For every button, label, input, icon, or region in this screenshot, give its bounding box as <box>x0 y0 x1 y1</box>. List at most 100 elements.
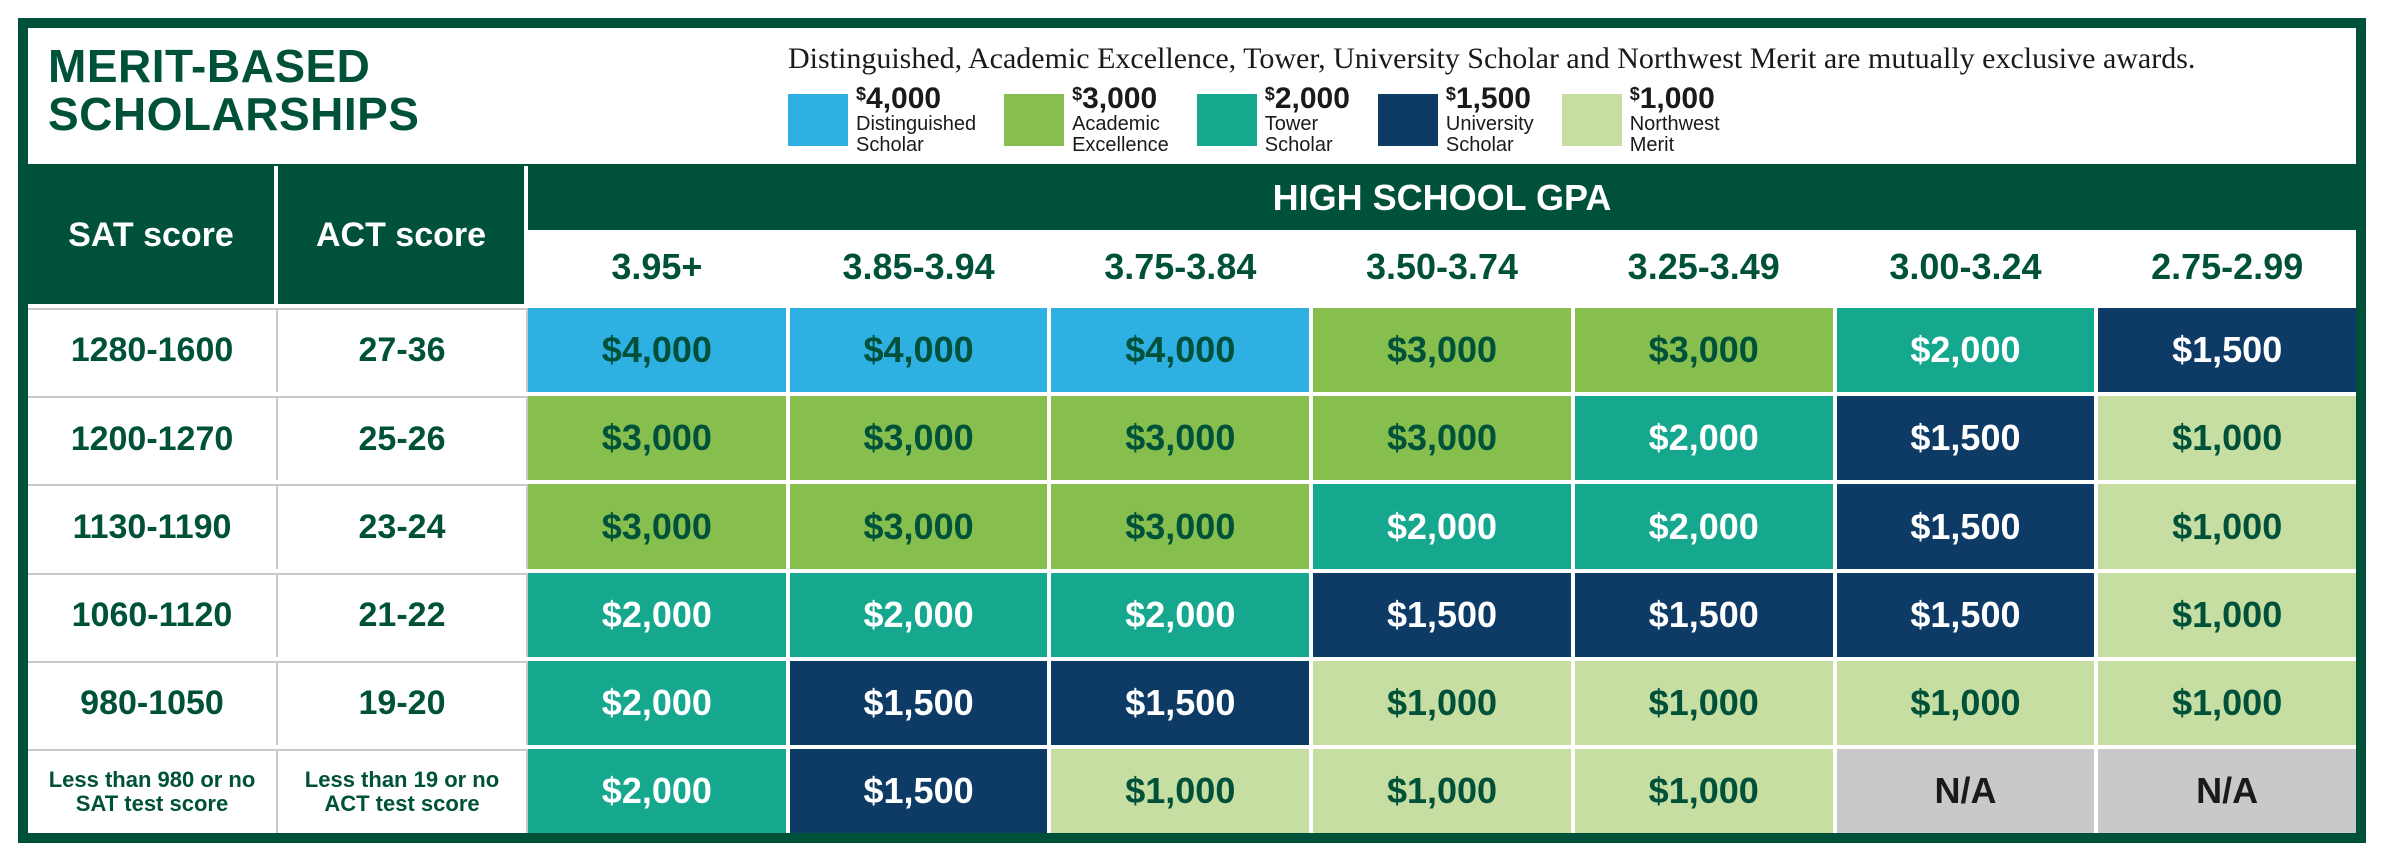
legend-amount: $2,000 <box>1265 84 1350 114</box>
legend-item: $4,000DistinguishedScholar <box>788 84 976 156</box>
legend-text: $2,000TowerScholar <box>1265 84 1350 156</box>
award-cell: $3,000 <box>528 484 790 568</box>
legend-text: $3,000AcademicExcellence <box>1072 84 1169 156</box>
award-cell: N/A <box>1837 749 2099 833</box>
award-cell: $3,000 <box>1313 396 1575 480</box>
award-cell: $1,000 <box>1313 661 1575 745</box>
legend-swatch <box>788 94 848 146</box>
gpa-range-header: 3.25-3.49 <box>1575 230 1837 304</box>
legend-amount: $4,000 <box>856 84 976 114</box>
act-cell: 23-24 <box>278 484 528 568</box>
award-cell: $1,000 <box>1575 749 1837 833</box>
legend-text: $1,000NorthwestMerit <box>1630 84 1720 156</box>
legend: Distinguished, Academic Excellence, Towe… <box>788 42 2336 156</box>
legend-name: DistinguishedScholar <box>856 114 976 156</box>
award-cell: $2,000 <box>1313 484 1575 568</box>
sat-cell: 980-1050 <box>28 661 278 745</box>
legend-name: UniversityScholar <box>1446 114 1534 156</box>
gpa-range-header: 3.00-3.24 <box>1837 230 2099 304</box>
award-cell: $3,000 <box>1051 396 1313 480</box>
award-cell: $2,000 <box>528 749 790 833</box>
gpa-range-header: 3.50-3.74 <box>1313 230 1575 304</box>
sat-cell: 1200-1270 <box>28 396 278 480</box>
legend-text: $4,000DistinguishedScholar <box>856 84 976 156</box>
scholarship-chart: MERIT-BASEDSCHOLARSHIPS Distinguished, A… <box>18 18 2366 843</box>
award-cell: $2,000 <box>1575 396 1837 480</box>
gpa-header: HIGH SCHOOL GPA <box>528 166 2356 230</box>
legend-swatch <box>1378 94 1438 146</box>
award-cell: $1,500 <box>790 661 1052 745</box>
sat-cell: 1060-1120 <box>28 573 278 657</box>
act-cell: 27-36 <box>278 308 528 392</box>
award-cell: $1,000 <box>1051 749 1313 833</box>
award-cell: $3,000 <box>1051 484 1313 568</box>
scholarship-table: SAT score ACT score HIGH SCHOOL GPA 3.95… <box>28 164 2356 833</box>
table-row: 1060-112021-22$2,000$2,000$2,000$1,500$1… <box>28 569 2356 657</box>
legend-name: NorthwestMerit <box>1630 114 1720 156</box>
gpa-range-header: 3.75-3.84 <box>1051 230 1313 304</box>
legend-item: $3,000AcademicExcellence <box>1004 84 1169 156</box>
award-cell: $2,000 <box>1837 308 2099 392</box>
legend-swatch <box>1197 94 1257 146</box>
legend-note: Distinguished, Academic Excellence, Towe… <box>788 42 2336 76</box>
award-cell: $3,000 <box>790 484 1052 568</box>
award-cell: $1,000 <box>1313 749 1575 833</box>
act-cell: 21-22 <box>278 573 528 657</box>
award-cell: $1,500 <box>1051 661 1313 745</box>
sat-header: SAT score <box>28 166 278 304</box>
legend-name: AcademicExcellence <box>1072 114 1169 156</box>
award-cell: $2,000 <box>528 573 790 657</box>
legend-item: $2,000TowerScholar <box>1197 84 1350 156</box>
award-cell: $4,000 <box>790 308 1052 392</box>
award-cell: $1,000 <box>2098 661 2356 745</box>
act-cell: Less than 19 or no ACT test score <box>278 749 528 833</box>
chart-header: MERIT-BASEDSCHOLARSHIPS Distinguished, A… <box>28 28 2356 164</box>
award-cell: $2,000 <box>1051 573 1313 657</box>
legend-item: $1,000NorthwestMerit <box>1562 84 1720 156</box>
award-cell: $1,000 <box>2098 396 2356 480</box>
award-cell: $2,000 <box>528 661 790 745</box>
sat-cell: 1280-1600 <box>28 308 278 392</box>
gpa-range-header: 3.95+ <box>528 230 790 304</box>
award-cell: $1,500 <box>790 749 1052 833</box>
award-cell: $3,000 <box>790 396 1052 480</box>
chart-title: MERIT-BASEDSCHOLARSHIPS <box>48 42 788 139</box>
award-cell: $1,000 <box>2098 484 2356 568</box>
act-cell: 19-20 <box>278 661 528 745</box>
table-row: 1200-127025-26$3,000$3,000$3,000$3,000$2… <box>28 392 2356 480</box>
award-cell: $3,000 <box>528 396 790 480</box>
table-row: 980-105019-20$2,000$1,500$1,500$1,000$1,… <box>28 657 2356 745</box>
award-cell: $3,000 <box>1575 308 1837 392</box>
legend-item: $1,500UniversityScholar <box>1378 84 1534 156</box>
table-row: 1130-119023-24$3,000$3,000$3,000$2,000$2… <box>28 480 2356 568</box>
award-cell: $1,000 <box>1837 661 2099 745</box>
sat-cell: 1130-1190 <box>28 484 278 568</box>
award-cell: $1,500 <box>1837 396 2099 480</box>
award-cell: $1,500 <box>1313 573 1575 657</box>
table-row: Less than 980 or no SAT test scoreLess t… <box>28 745 2356 833</box>
legend-amount: $3,000 <box>1072 84 1169 114</box>
award-cell: $2,000 <box>790 573 1052 657</box>
legend-name: TowerScholar <box>1265 114 1350 156</box>
gpa-range-header: 2.75-2.99 <box>2098 230 2356 304</box>
table-row: 1280-160027-36$4,000$4,000$4,000$3,000$3… <box>28 304 2356 392</box>
award-cell: $1,500 <box>1837 573 2099 657</box>
legend-swatch <box>1562 94 1622 146</box>
award-cell: $1,000 <box>1575 661 1837 745</box>
legend-text: $1,500UniversityScholar <box>1446 84 1534 156</box>
act-cell: 25-26 <box>278 396 528 480</box>
award-cell: $4,000 <box>1051 308 1313 392</box>
legend-amount: $1,500 <box>1446 84 1534 114</box>
award-cell: $1,500 <box>2098 308 2356 392</box>
sat-cell: Less than 980 or no SAT test score <box>28 749 278 833</box>
award-cell: $1,500 <box>1837 484 2099 568</box>
act-header: ACT score <box>278 166 528 304</box>
legend-amount: $1,000 <box>1630 84 1720 114</box>
award-cell: N/A <box>2098 749 2356 833</box>
award-cell: $4,000 <box>528 308 790 392</box>
award-cell: $1,500 <box>1575 573 1837 657</box>
award-cell: $2,000 <box>1575 484 1837 568</box>
award-cell: $3,000 <box>1313 308 1575 392</box>
award-cell: $1,000 <box>2098 573 2356 657</box>
gpa-range-header: 3.85-3.94 <box>790 230 1052 304</box>
